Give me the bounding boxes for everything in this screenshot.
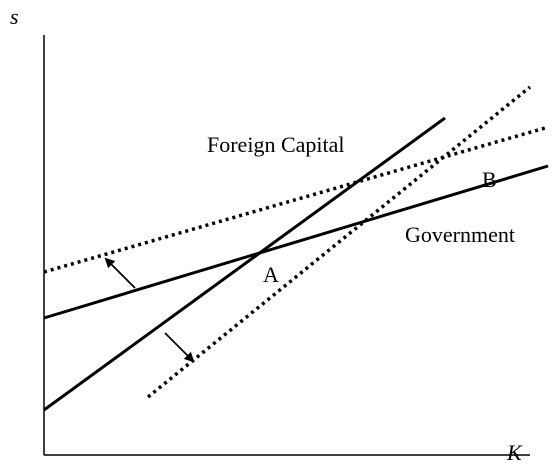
point-label: B	[482, 167, 497, 192]
shift-arrow	[164, 332, 195, 363]
point-label: A	[263, 262, 279, 287]
y-axis-label: s	[10, 4, 19, 29]
curve-label: Foreign Capital	[207, 132, 344, 157]
x-axis-label: K	[506, 440, 523, 465]
curve-label: Government	[405, 222, 515, 247]
government-shifted-line	[43, 126, 546, 274]
shift-arrow	[104, 257, 136, 289]
foreign-capital-shifted-line	[146, 85, 532, 399]
government-line	[43, 164, 549, 320]
foreign-capital-line	[43, 116, 446, 412]
